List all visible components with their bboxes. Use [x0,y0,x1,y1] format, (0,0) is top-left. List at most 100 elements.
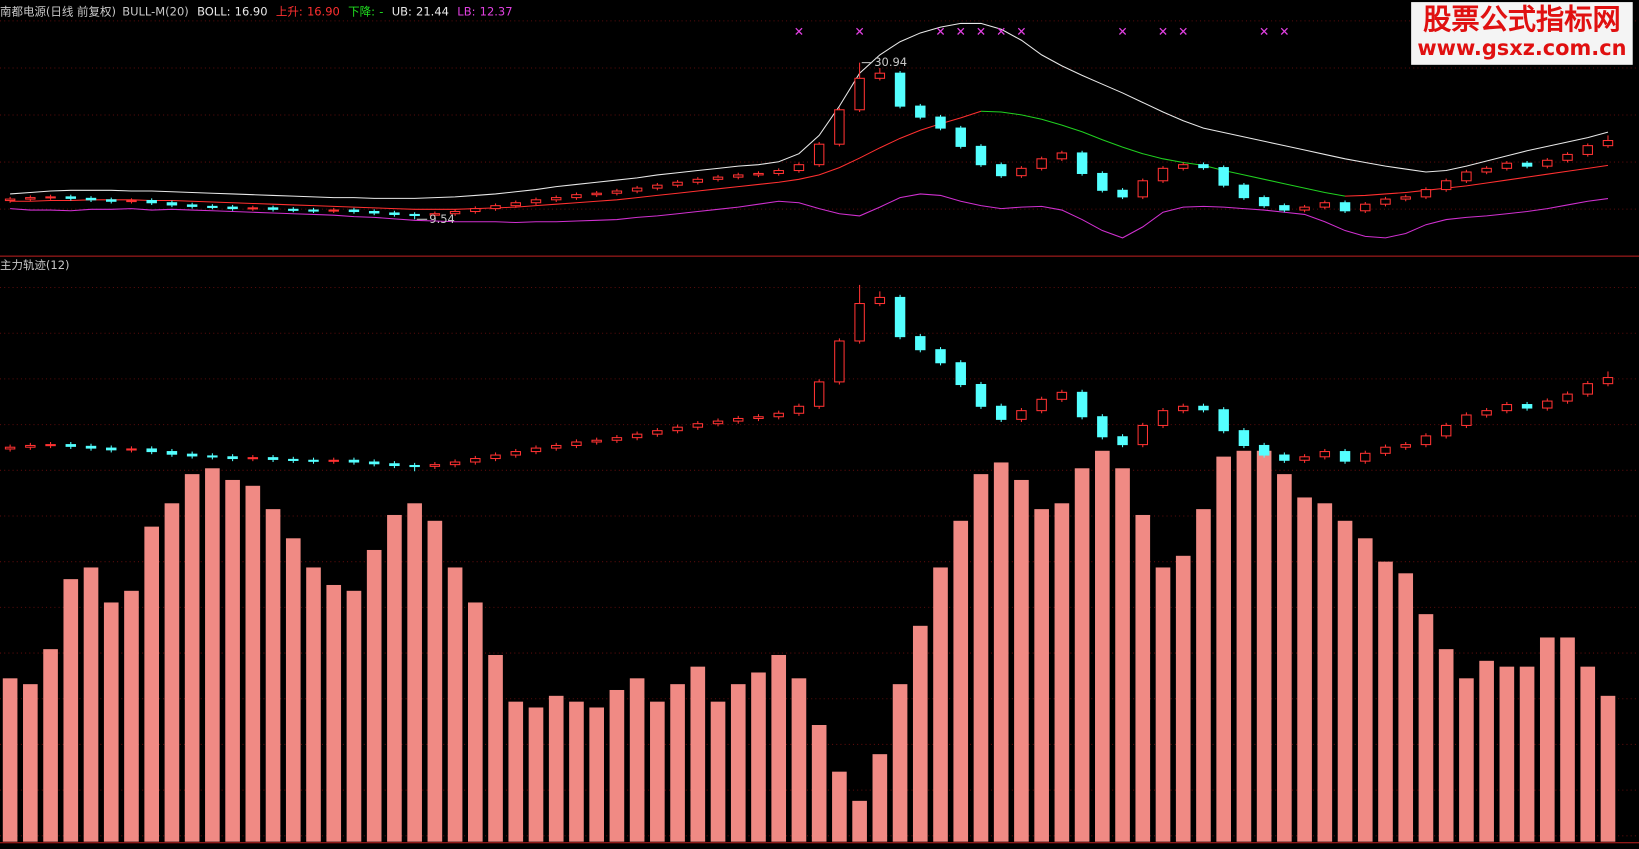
candle-body [490,454,501,460]
legend-label: LB: [457,4,475,18]
candle-body [510,451,521,456]
candle-body [1420,189,1432,198]
bar [285,538,301,842]
candle-body [1339,451,1351,462]
candle-body [1602,140,1614,147]
candle-body [1360,452,1371,462]
bar [387,514,402,842]
candle-body [1542,400,1553,409]
bar [973,474,989,842]
indicator-line [10,22,1609,199]
bar [346,590,362,842]
bar [144,526,160,842]
candle-body [874,72,886,79]
candle-body [449,461,461,466]
bar [366,549,382,842]
candle-body [1400,444,1411,448]
legend-value: 16.90 [235,4,268,18]
bar [1539,637,1555,842]
bar [1034,509,1049,842]
signal-marker [1179,27,1187,35]
candle-body [126,200,137,203]
candle-body [1076,152,1088,174]
bar [1378,561,1393,842]
candle-body [733,417,744,422]
candle-body [1299,456,1310,461]
bar [447,567,463,842]
signal-marker [957,27,965,35]
candle-body [935,349,946,364]
bar [1155,567,1171,842]
candle-body [611,190,623,194]
candle-body [4,198,16,202]
bar [265,509,281,842]
signal-marker [1017,27,1026,35]
signal-marker [1159,27,1167,35]
bar [1459,678,1474,842]
candle-body [166,202,178,206]
candle-body [631,433,643,439]
candle-body [186,453,198,457]
signal-marker [977,27,985,35]
candle-body [995,164,1007,177]
legend-value: 12.37 [480,4,513,18]
bar [1519,666,1535,842]
candle-body [247,457,259,460]
candle-body [1440,424,1452,437]
candle-body [1117,189,1128,198]
candle-body [712,176,724,180]
candle-body [1339,202,1351,212]
candle-body [1178,164,1189,169]
header: 南都电源(日线 前复权) BULL-M(20) BOLL: 16.90 上升: 16.90… [0,4,513,18]
candle-body [1299,206,1310,211]
bar [670,684,685,842]
candle-body [692,178,704,183]
bar [1014,479,1029,842]
bar [650,701,665,842]
bar [1580,666,1596,842]
signal-marker [997,27,1005,35]
candle-body [530,447,542,453]
candle-body [247,207,259,210]
bar [23,684,38,842]
bar [1054,503,1070,842]
candle-body [1461,414,1472,426]
bar [245,485,261,842]
candle-body [328,209,339,212]
candle-body [45,196,56,199]
candle-body [348,209,360,213]
bar [1357,538,1373,842]
legend-label: 下降: [348,4,375,18]
bar [771,654,787,842]
candle-body [1258,197,1270,207]
candle-body [510,202,521,207]
candle-body [1279,454,1290,461]
candle-body [429,464,441,467]
candle-body [1501,162,1513,169]
candle-body [652,430,663,435]
candle-body [1420,435,1432,446]
legend-value: - [379,4,383,18]
candle-body [571,441,582,446]
bar [83,567,99,842]
candle-body [672,426,683,432]
candle-body [1076,391,1088,418]
candle-body [409,464,420,468]
candle-body [1521,162,1533,167]
candle-body [975,145,987,166]
bar [1216,456,1232,842]
bar [1277,474,1292,842]
candle-body [146,200,157,204]
candle-body [894,296,906,338]
candle-body [25,444,36,448]
candle-body [4,446,16,450]
candle-body [1400,196,1411,200]
bar [852,800,867,842]
candle-body [470,458,481,463]
candle-body [470,208,481,213]
candle-body [1238,184,1250,199]
bar [205,468,220,842]
candle-body [874,296,886,305]
bar [710,701,726,842]
